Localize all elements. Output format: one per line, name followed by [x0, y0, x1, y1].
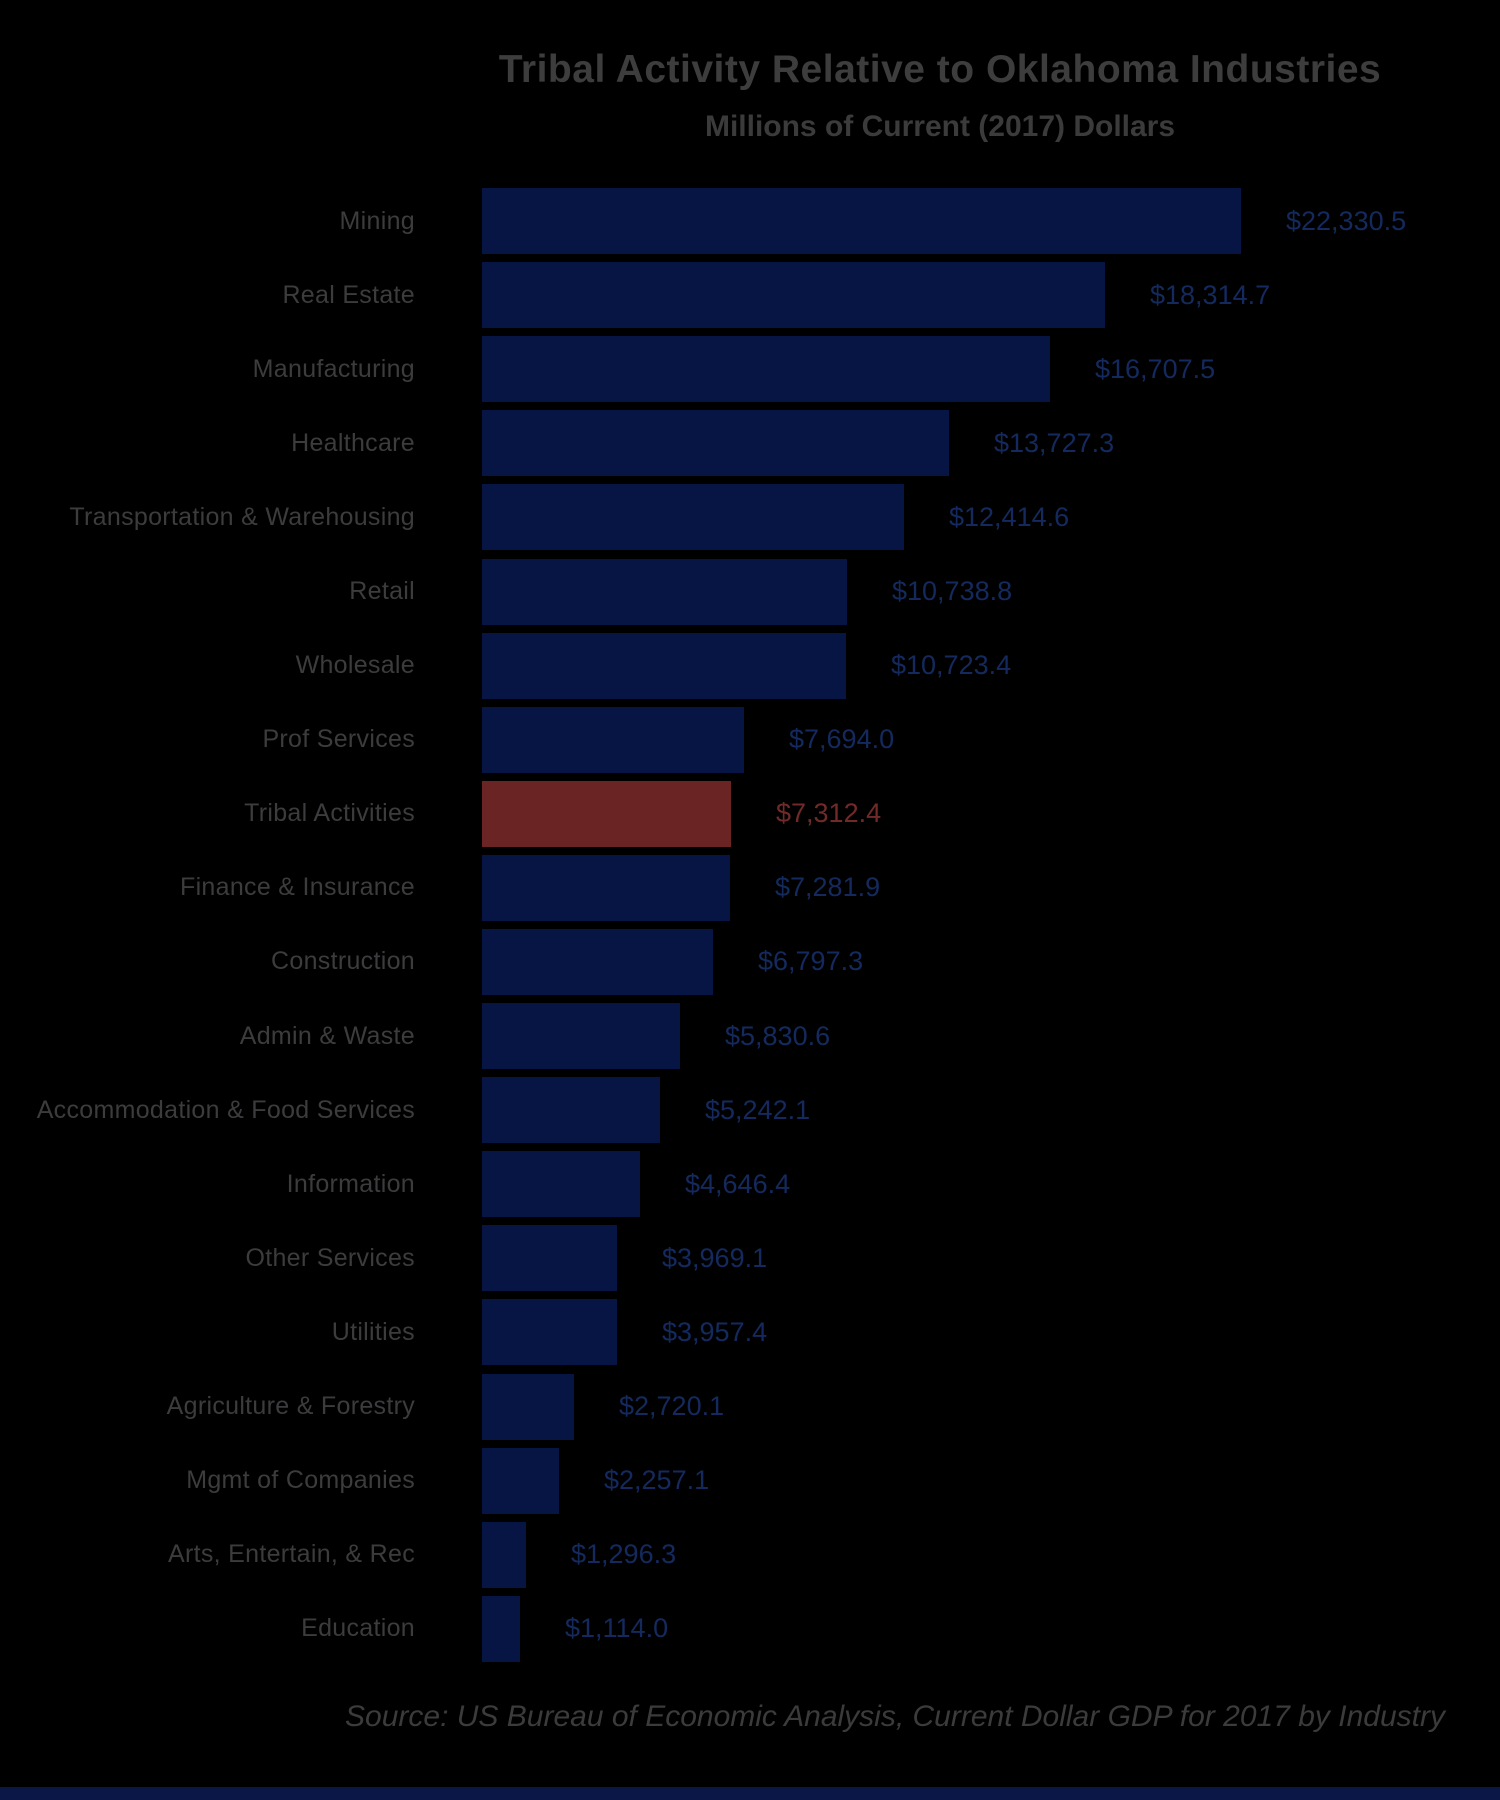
- category-label: Retail: [349, 577, 415, 606]
- category-label: Agriculture & Forestry: [166, 1392, 415, 1421]
- category-label: Arts, Entertain, & Rec: [168, 1540, 415, 1569]
- chart-row: Healthcare $13,727.3: [0, 406, 1500, 480]
- chart-title: Tribal Activity Relative to Oklahoma Ind…: [498, 48, 1382, 91]
- chart-row: Prof Services $7,694.0: [0, 703, 1500, 777]
- value-label: $1,114.0: [565, 1613, 669, 1644]
- bar: [482, 1151, 640, 1218]
- category-label: Mgmt of Companies: [186, 1466, 415, 1495]
- chart-header: Tribal Activity Relative to Oklahoma Ind…: [482, 48, 1398, 144]
- value-label: $2,720.1: [619, 1391, 725, 1422]
- chart-row: Accommodation & Food Services $5,242.1: [0, 1073, 1500, 1147]
- chart-row: Utilities $3,957.4: [0, 1295, 1500, 1369]
- category-label: Utilities: [331, 1317, 415, 1346]
- bar: [482, 410, 949, 477]
- bar: [482, 1595, 520, 1662]
- value-label: $4,646.4: [685, 1168, 791, 1199]
- chart-row: Manufacturing $16,707.5: [0, 332, 1500, 406]
- chart-row: Arts, Entertain, & Rec $1,296.3: [0, 1518, 1500, 1592]
- category-label: Transportation & Warehousing: [69, 502, 415, 531]
- bar: [482, 1003, 680, 1070]
- chart-row: Admin & Waste $5,830.6: [0, 999, 1500, 1073]
- value-label: $12,414.6: [949, 501, 1070, 532]
- value-label: $22,330.5: [1286, 205, 1407, 236]
- value-label: $10,723.4: [891, 650, 1012, 681]
- category-label: Tribal Activities: [244, 799, 415, 828]
- bottom-border-strip: [0, 1787, 1500, 1800]
- value-label: $10,738.8: [892, 576, 1013, 607]
- category-label: Construction: [271, 947, 415, 976]
- bar: [482, 262, 1105, 329]
- value-label: $16,707.5: [1095, 353, 1216, 384]
- bar: [482, 188, 1241, 255]
- chart-row: Mgmt of Companies $2,257.1: [0, 1444, 1500, 1518]
- value-label: $2,257.1: [604, 1465, 710, 1496]
- chart-row: Agriculture & Forestry $2,720.1: [0, 1370, 1500, 1444]
- chart-row: Education $1,114.0: [0, 1592, 1500, 1666]
- bar: [482, 336, 1050, 403]
- category-label: Wholesale: [295, 651, 415, 680]
- value-label: $7,694.0: [789, 724, 895, 755]
- source-note: Source: US Bureau of Economic Analysis, …: [345, 1700, 1445, 1733]
- category-label: Accommodation & Food Services: [36, 1095, 415, 1124]
- chart-row: Information $4,646.4: [0, 1147, 1500, 1221]
- category-label: Other Services: [245, 1243, 415, 1272]
- bar: [482, 558, 847, 625]
- bar: [482, 1373, 574, 1440]
- chart-row: Mining $22,330.5: [0, 184, 1500, 258]
- bar: [482, 854, 730, 921]
- value-label: $18,314.7: [1150, 279, 1271, 310]
- value-label: $3,957.4: [662, 1316, 768, 1347]
- value-label: $5,830.6: [725, 1020, 831, 1051]
- value-label: $5,242.1: [705, 1094, 811, 1125]
- value-label: $13,727.3: [994, 427, 1115, 458]
- bar: [482, 928, 713, 995]
- value-label: $7,312.4: [776, 798, 882, 829]
- value-label: $6,797.3: [758, 946, 864, 977]
- bar: [482, 1521, 526, 1588]
- bar: [482, 632, 846, 699]
- category-label: Mining: [339, 206, 415, 235]
- category-label: Healthcare: [291, 428, 415, 457]
- bar-highlighted: [482, 780, 731, 847]
- chart-row: Real Estate $18,314.7: [0, 258, 1500, 332]
- bar-chart-plot-area: Mining $22,330.5 Real Estate $18,314.7 Manuf…: [0, 184, 1500, 1666]
- value-label: $1,296.3: [571, 1539, 677, 1570]
- bar: [482, 1299, 617, 1366]
- category-label: Real Estate: [282, 280, 415, 309]
- value-label: $7,281.9: [775, 872, 881, 903]
- chart-row: Other Services $3,969.1: [0, 1221, 1500, 1295]
- category-label: Admin & Waste: [239, 1021, 415, 1050]
- category-label: Prof Services: [262, 725, 415, 754]
- chart-row: Finance & Insurance $7,281.9: [0, 851, 1500, 925]
- value-label: $3,969.1: [662, 1242, 768, 1273]
- bar: [482, 1077, 660, 1144]
- bar: [482, 706, 744, 773]
- chart-subtitle: Millions of Current (2017) Dollars: [704, 110, 1176, 143]
- bar: [482, 1447, 559, 1514]
- chart-row: Transportation & Warehousing $12,414.6: [0, 480, 1500, 554]
- bar: [482, 484, 904, 551]
- category-label: Finance & Insurance: [180, 873, 415, 902]
- chart-row: Wholesale $10,723.4: [0, 629, 1500, 703]
- bar: [482, 1225, 617, 1292]
- chart-row: Retail $10,738.8: [0, 554, 1500, 628]
- category-label: Education: [301, 1614, 415, 1643]
- category-label: Information: [286, 1169, 415, 1198]
- chart-row: Construction $6,797.3: [0, 925, 1500, 999]
- category-label: Manufacturing: [252, 354, 415, 383]
- chart-row: Tribal Activities $7,312.4: [0, 777, 1500, 851]
